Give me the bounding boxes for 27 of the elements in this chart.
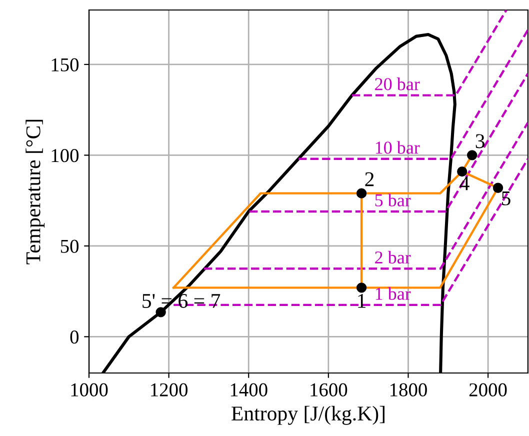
y-tick-label: 50 <box>60 240 79 253</box>
annotation: 20 bar <box>375 78 420 90</box>
point <box>457 166 468 177</box>
y-tick-label: 0 <box>70 330 79 344</box>
annotation: 1 <box>358 294 366 308</box>
y-tick-label: 100 <box>52 149 79 162</box>
point <box>356 282 367 293</box>
annotation: 5 <box>502 191 510 206</box>
x-tick-label: 1600 <box>310 383 348 396</box>
annotation: 1 bar <box>376 287 411 300</box>
x-tick-label: 1800 <box>390 383 427 396</box>
x-tick-label: 1000 <box>71 383 108 396</box>
point <box>492 182 504 193</box>
point <box>156 307 166 318</box>
annotation: 5 bar <box>375 194 411 206</box>
x-axis-title: Entropy [J/(kg.K)] <box>232 406 384 425</box>
point <box>466 150 478 160</box>
y-axis-title: Temperature [°C] <box>26 120 45 264</box>
annotation: 3 <box>476 134 484 148</box>
annotation: 2 bar <box>375 250 411 264</box>
y-tick-label: 150 <box>52 58 79 72</box>
x-tick-label: 1200 <box>151 383 188 396</box>
point <box>356 188 367 198</box>
x-tick-label: 1400 <box>230 383 268 396</box>
annotation: 2 <box>365 172 374 186</box>
annotation: 10 bar <box>376 141 420 154</box>
x-tick-label: 2000 <box>469 383 507 396</box>
